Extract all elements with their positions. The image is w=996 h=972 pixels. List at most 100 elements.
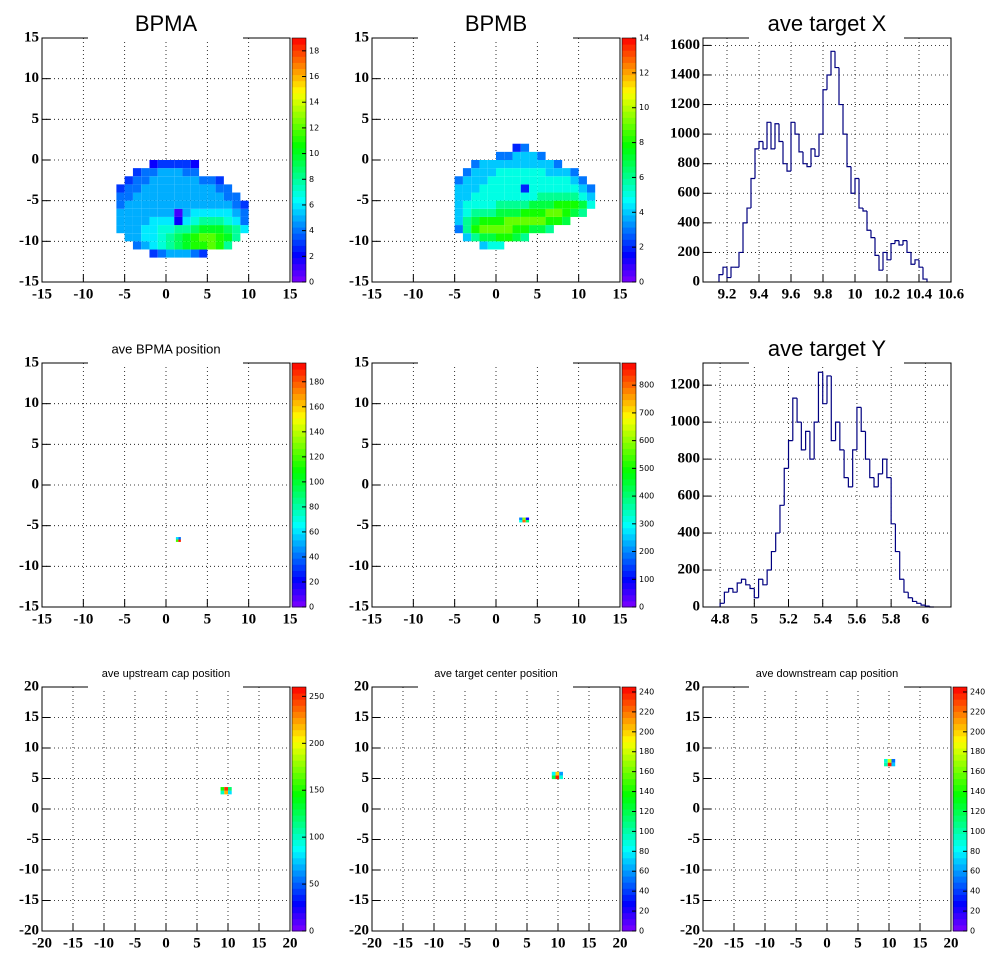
histogram-bin xyxy=(814,148,819,157)
histogram-bin xyxy=(723,591,729,604)
colorbar-tick-label: 12 xyxy=(309,123,319,132)
title-box xyxy=(88,10,243,40)
x-tick-label: -5 xyxy=(790,935,803,951)
colorbar-band xyxy=(292,387,306,394)
y-tick-label: 400 xyxy=(678,214,701,230)
colorbar-band xyxy=(622,239,636,246)
colorbar-band xyxy=(622,56,636,63)
histogram-bin xyxy=(753,588,759,599)
histogram-bin xyxy=(782,141,787,165)
heatmap-cell xyxy=(199,241,208,250)
histogram-bin xyxy=(916,601,922,604)
heatmap-cell xyxy=(174,208,183,217)
colorbar-band xyxy=(292,790,306,798)
colorbar-band xyxy=(292,876,306,883)
heatmap-cell xyxy=(570,176,579,185)
colorbar-band xyxy=(953,851,967,859)
colorbar-band xyxy=(622,80,636,88)
colorbar-band xyxy=(292,809,306,816)
colorbar-band xyxy=(292,748,306,755)
heatmap-cell xyxy=(545,216,554,226)
colorbar-band xyxy=(622,275,636,283)
heatmap-cell xyxy=(487,160,496,169)
colorbar-tick-label: 16 xyxy=(309,72,319,81)
histogram-bin xyxy=(894,523,900,553)
y-tick-label: 10 xyxy=(685,739,700,755)
colorbar-band xyxy=(953,863,967,871)
heatmap-cell xyxy=(157,225,166,234)
colorbar-band xyxy=(622,411,636,419)
heatmap-cell xyxy=(174,241,183,250)
colorbar-band xyxy=(622,558,636,565)
colorbar-band xyxy=(292,729,306,737)
y-tick-label: 1200 xyxy=(670,96,700,112)
colorbar-band xyxy=(622,699,636,706)
colorbar-band xyxy=(622,894,636,901)
histogram-bin xyxy=(858,178,863,209)
colorbar-tick-label: 8 xyxy=(639,138,644,147)
colorbar-tick-label: 50 xyxy=(309,880,319,889)
heatmap-cell xyxy=(178,537,181,540)
histogram-bin xyxy=(738,251,743,268)
histogram-bin xyxy=(810,148,815,167)
histogram-bin xyxy=(843,449,849,479)
histogram-bin xyxy=(877,473,883,487)
colorbar-band xyxy=(622,86,636,94)
colorbar-band xyxy=(292,448,306,455)
colorbar-band xyxy=(953,772,967,779)
colorbar-band xyxy=(292,772,306,779)
colorbar-tick-label: 160 xyxy=(970,767,985,776)
heatmap-cell xyxy=(199,249,208,258)
colorbar-band xyxy=(292,50,306,57)
histogram-bin xyxy=(786,163,791,172)
heatmap-cell xyxy=(520,151,530,160)
colorbar-band xyxy=(622,784,636,792)
colorbar-band xyxy=(953,790,967,798)
colorbar-tick-label: 10 xyxy=(639,103,649,112)
heatmap-cell xyxy=(545,208,554,217)
colorbar-band xyxy=(622,141,636,149)
heatmap-cell xyxy=(512,151,521,160)
colorbar-band xyxy=(292,466,306,474)
x-tick-label: -5 xyxy=(448,611,461,627)
colorbar-tick-label: 12 xyxy=(639,68,649,77)
histogram-bin xyxy=(778,123,783,143)
heatmap-cell xyxy=(578,184,587,193)
heatmap-cell xyxy=(471,216,480,226)
colorbar-band xyxy=(292,251,306,259)
x-tick-label: 6 xyxy=(922,611,930,627)
colorbar-band xyxy=(622,778,636,786)
x-tick-label: 10.4 xyxy=(906,286,933,302)
histogram-bin xyxy=(775,532,780,552)
heatmap-cell xyxy=(462,233,472,242)
heatmap-cell xyxy=(520,200,530,209)
heatmap-cell xyxy=(132,168,142,177)
colorbar-band xyxy=(292,693,306,700)
heatmap-cell xyxy=(199,176,208,185)
heatmap-cell xyxy=(529,176,538,185)
title-box xyxy=(418,659,573,689)
heatmap-cell xyxy=(479,184,488,193)
heatmap-cell xyxy=(887,758,892,763)
colorbar-band xyxy=(292,539,306,547)
colorbar-band xyxy=(292,815,306,822)
colorbar-band xyxy=(622,766,636,773)
colorbar-band xyxy=(622,369,636,376)
heatmap-cell xyxy=(224,790,228,795)
x-tick-label: 0 xyxy=(492,286,500,302)
heatmap-cell xyxy=(479,241,488,250)
histogram-bin xyxy=(902,239,907,246)
heatmap-cell xyxy=(199,192,208,201)
histogram-bin xyxy=(806,163,811,168)
colorbar-tick-label: 160 xyxy=(639,767,654,776)
x-tick-label: -10 xyxy=(424,935,444,951)
colorbar-band xyxy=(622,564,636,571)
heatmap-cell xyxy=(149,249,158,258)
colorbar-band xyxy=(622,460,636,468)
histogram-bin xyxy=(898,240,903,246)
heatmap-cell xyxy=(454,208,463,217)
heatmap-cell xyxy=(166,216,175,226)
heatmap-cell xyxy=(529,216,538,226)
heatmap-cell xyxy=(215,241,224,250)
y-tick-label: 200 xyxy=(678,244,701,260)
